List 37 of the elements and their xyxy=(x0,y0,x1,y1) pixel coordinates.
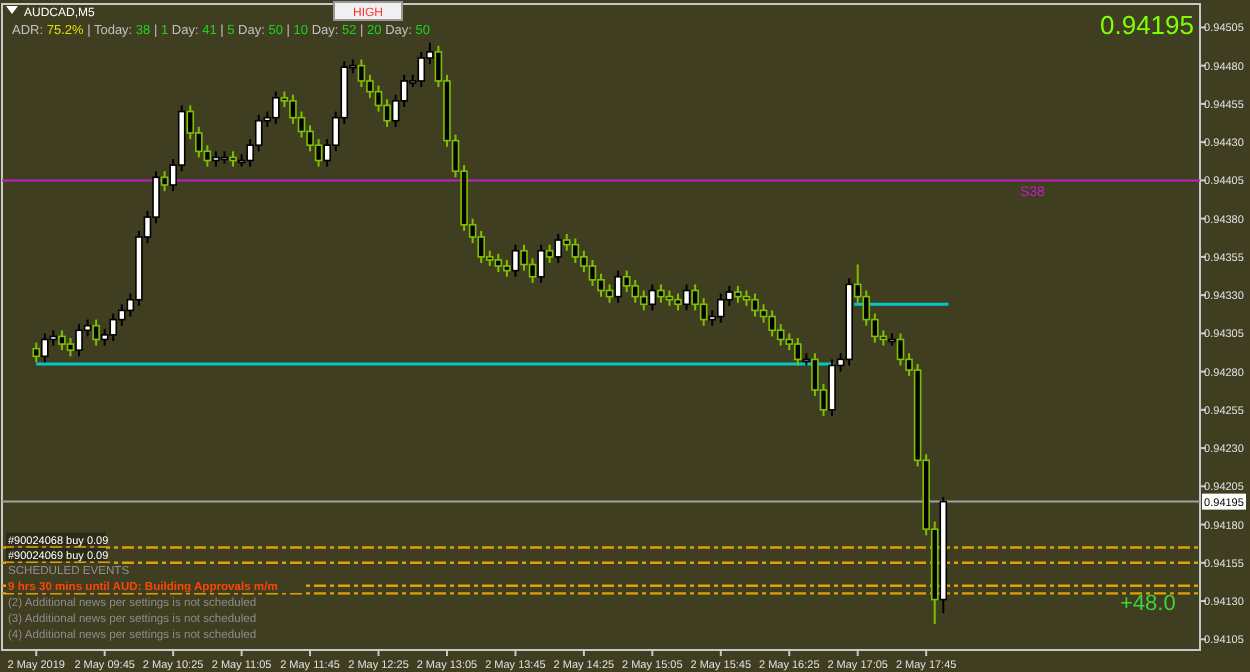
candlestick xyxy=(520,243,528,272)
candlestick xyxy=(554,232,563,264)
candlestick xyxy=(66,336,75,358)
candlestick xyxy=(254,113,263,153)
candlestick xyxy=(639,289,648,312)
candlestick xyxy=(588,258,597,287)
candlestick xyxy=(691,283,699,312)
candlestick xyxy=(528,257,537,284)
candlestick xyxy=(896,332,905,367)
candlestick xyxy=(511,243,520,278)
candlestick xyxy=(751,292,759,318)
candlestick xyxy=(32,341,41,364)
candlestick xyxy=(699,297,708,327)
annotation: 0.94195 xyxy=(1100,10,1194,40)
candlestick xyxy=(92,318,100,347)
candlestick xyxy=(417,50,426,89)
candlestick xyxy=(648,283,657,312)
candlestick xyxy=(828,358,836,417)
candlestick xyxy=(357,58,366,89)
candlestick xyxy=(75,323,83,358)
candlestick xyxy=(682,283,691,312)
candlestick xyxy=(40,332,49,364)
candlestick xyxy=(494,252,503,274)
candlestick xyxy=(109,312,118,342)
candlestick xyxy=(537,243,545,284)
candlestick xyxy=(622,269,631,294)
candlestick xyxy=(571,237,580,264)
candlestick xyxy=(597,272,605,298)
annotation: +48.0 xyxy=(1120,592,1176,616)
candlestick xyxy=(657,283,665,304)
candlestick xyxy=(314,138,323,168)
candlestick xyxy=(289,93,297,125)
candlestick xyxy=(366,73,374,99)
candlestick xyxy=(614,269,622,304)
candlestick xyxy=(631,278,640,304)
candlestick xyxy=(58,329,66,352)
candlestick xyxy=(776,323,785,347)
